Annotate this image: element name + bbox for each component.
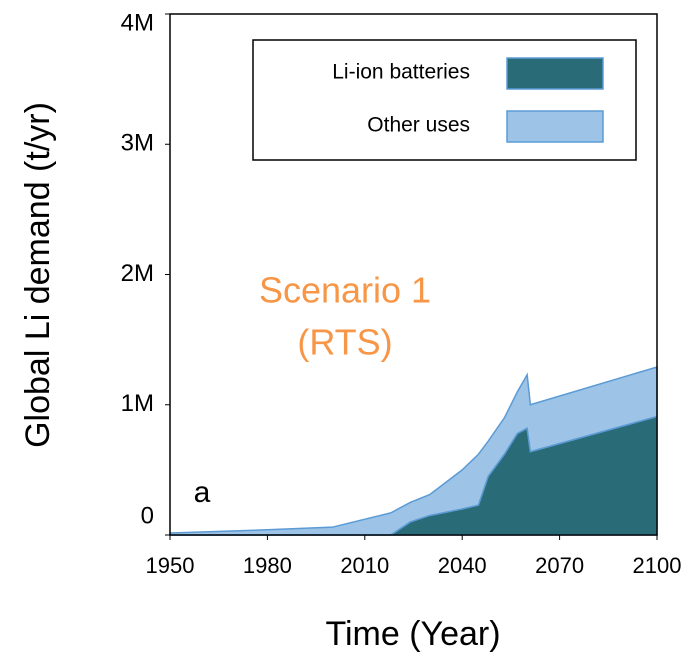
y-tick-label: 1M xyxy=(121,390,154,417)
annotation: (RTS) xyxy=(297,322,392,363)
x-tick-label: 2100 xyxy=(633,553,682,578)
x-axis-label: Time (Year) xyxy=(325,615,500,653)
legend-label: Other uses xyxy=(367,114,470,137)
x-tick-label: 2010 xyxy=(340,553,389,578)
legend-label: Li-ion batteries xyxy=(332,61,470,84)
legend-swatch xyxy=(506,57,604,90)
legend-swatch xyxy=(506,110,604,143)
y-tick-label: 4M xyxy=(121,9,154,36)
y-tick-label: 0 xyxy=(141,502,154,529)
y-tick-label: 3M xyxy=(121,130,154,157)
y-tick-label: 2M xyxy=(121,260,154,287)
annotation: a xyxy=(194,476,211,509)
x-tick-label: 1950 xyxy=(146,553,195,578)
x-tick-label: 2040 xyxy=(438,553,487,578)
x-tick-label: 2070 xyxy=(535,553,584,578)
x-tick-label: 1980 xyxy=(243,553,292,578)
annotation: Scenario 1 xyxy=(259,270,431,311)
y-axis-label: Global Li demand (t/yr) xyxy=(19,102,57,448)
